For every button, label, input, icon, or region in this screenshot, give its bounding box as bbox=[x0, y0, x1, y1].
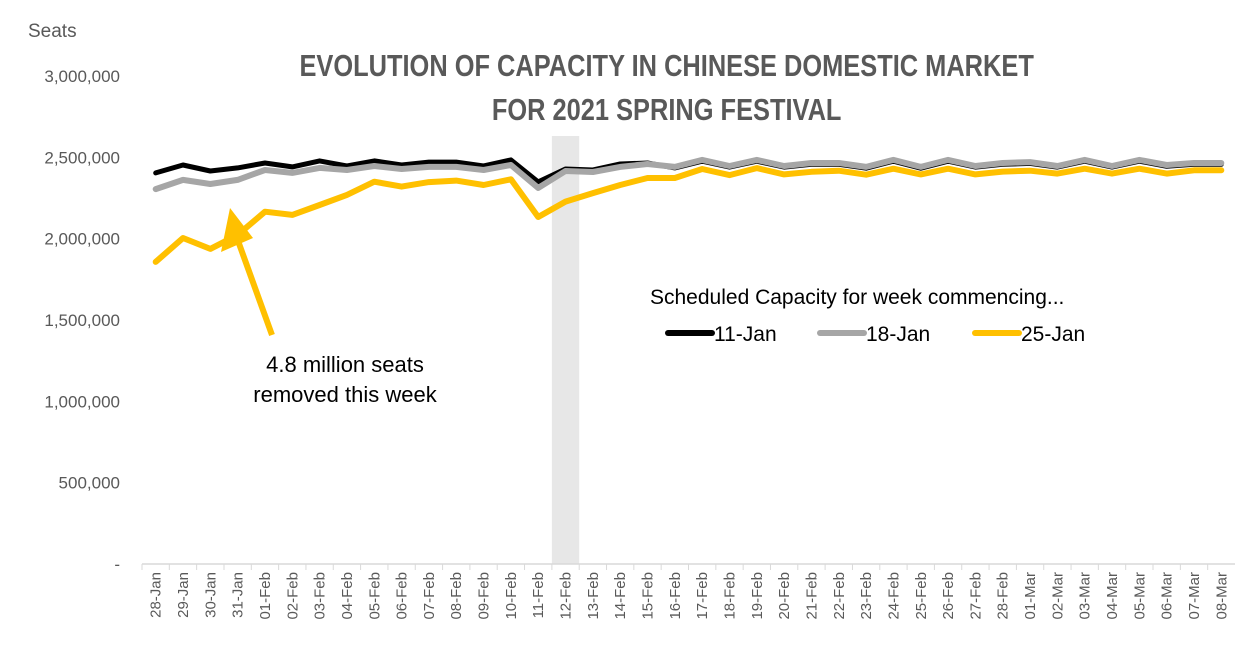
x-tick-label: 19-Feb bbox=[749, 572, 766, 620]
x-tick-label: 11-Feb bbox=[530, 572, 547, 618]
y-tick-label: 1,500,000 bbox=[44, 311, 120, 330]
x-tick-label: 28-Jan bbox=[148, 572, 165, 618]
x-tick-label: 29-Jan bbox=[175, 572, 192, 618]
annotation: 4.8 million seats removed this week bbox=[221, 208, 438, 407]
x-tick-label: 07-Feb bbox=[421, 572, 438, 620]
x-tick-label: 07-Mar bbox=[1186, 572, 1203, 620]
x-tick-label: 08-Mar bbox=[1213, 572, 1230, 620]
x-tick-label: 14-Feb bbox=[612, 572, 629, 620]
legend: Scheduled Capacity for week commencing..… bbox=[650, 286, 1085, 346]
annotation-arrow-shaft bbox=[234, 236, 275, 337]
y-tick-label: 1,000,000 bbox=[44, 392, 120, 411]
x-tick-label: 12-Feb bbox=[558, 572, 575, 620]
x-tick-label: 04-Mar bbox=[1104, 572, 1121, 620]
series-line-25-Jan bbox=[152, 165, 1225, 265]
x-tick-label: 30-Jan bbox=[202, 572, 219, 618]
x-tick-label: 27-Feb bbox=[967, 572, 984, 620]
y-tick-label: 500,000 bbox=[59, 474, 120, 493]
x-tick-label: 01-Feb bbox=[257, 572, 274, 620]
x-tick-label: 20-Feb bbox=[776, 572, 793, 620]
legend-label-25-Jan: 25-Jan bbox=[1021, 323, 1085, 346]
x-tick-label: 06-Mar bbox=[1159, 572, 1176, 620]
x-tick-label: 13-Feb bbox=[585, 572, 602, 620]
x-tick-label: 01-Mar bbox=[1022, 572, 1039, 620]
legend-label-18-Jan: 18-Jan bbox=[866, 323, 930, 346]
annotation-arrow-head bbox=[221, 208, 253, 252]
x-tick-label: 05-Mar bbox=[1131, 572, 1148, 620]
x-tick-label: 02-Mar bbox=[1049, 572, 1066, 620]
x-tick-label: 04-Feb bbox=[339, 572, 356, 620]
annotation-text-line-1: 4.8 million seats bbox=[266, 352, 424, 377]
x-tick-label: 18-Feb bbox=[721, 572, 738, 620]
x-tick-label: 10-Feb bbox=[503, 572, 520, 620]
chart-title-line-2: FOR 2021 SPRING FESTIVAL bbox=[492, 93, 842, 128]
x-tick-label: 22-Feb bbox=[831, 572, 848, 620]
x-tick-label: 28-Feb bbox=[995, 572, 1012, 620]
x-tick-label: 09-Feb bbox=[476, 572, 493, 620]
x-tick-label: 17-Feb bbox=[694, 572, 711, 620]
annotation-text-line-2: removed this week bbox=[253, 382, 437, 407]
x-tick-label: 06-Feb bbox=[394, 572, 411, 620]
x-tick-label: 26-Feb bbox=[940, 572, 957, 620]
chart-title-line-1: EVOLUTION OF CAPACITY IN CHINESE DOMESTI… bbox=[299, 49, 1033, 84]
y-tick-label: - bbox=[114, 555, 120, 574]
x-tick-label: 16-Feb bbox=[667, 572, 684, 620]
x-tick-label: 24-Feb bbox=[885, 572, 902, 620]
x-tick-label: 05-Feb bbox=[366, 572, 383, 620]
legend-title: Scheduled Capacity for week commencing..… bbox=[650, 286, 1064, 309]
legend-label-11-Jan: 11-Jan bbox=[714, 323, 777, 346]
x-tick-label: 23-Feb bbox=[858, 572, 875, 620]
y-axis-label: Seats bbox=[28, 21, 77, 42]
x-tick-label: 08-Feb bbox=[448, 572, 465, 620]
x-tick-label: 21-Feb bbox=[803, 572, 820, 620]
x-tick-label: 25-Feb bbox=[913, 572, 930, 620]
x-tick-label: 02-Feb bbox=[284, 572, 301, 620]
series-line-18-Jan bbox=[152, 156, 1225, 193]
x-tick-label: 15-Feb bbox=[640, 572, 657, 620]
y-tick-label: 2,500,000 bbox=[44, 148, 120, 167]
x-tick-label: 03-Feb bbox=[312, 572, 329, 620]
x-tick-label: 03-Mar bbox=[1077, 572, 1094, 620]
chart-title: EVOLUTION OF CAPACITY IN CHINESE DOMESTI… bbox=[299, 49, 1033, 128]
y-tick-label: 3,000,000 bbox=[44, 67, 120, 86]
x-tick-label: 31-Jan bbox=[230, 572, 247, 618]
y-tick-label: 2,000,000 bbox=[44, 230, 120, 249]
